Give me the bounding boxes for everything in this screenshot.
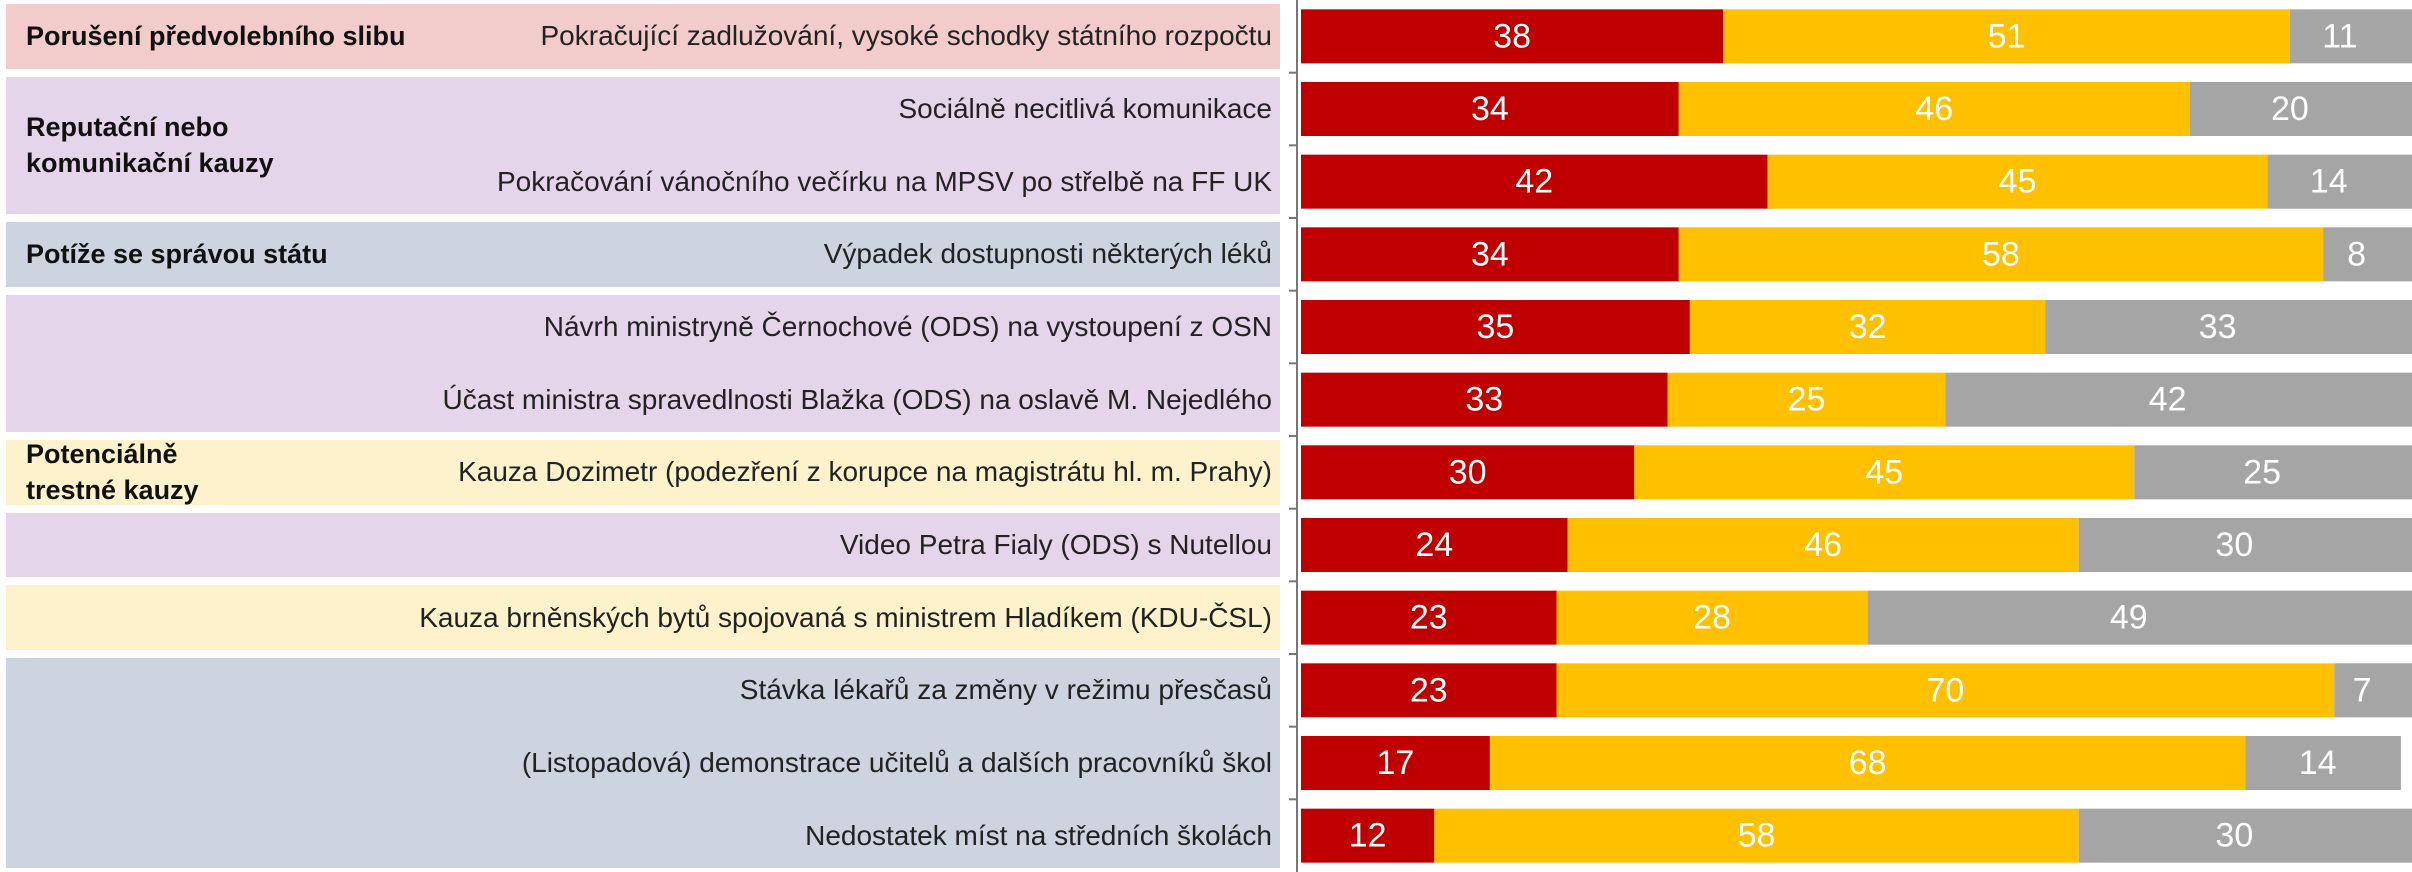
bar-segment: [2267, 154, 2412, 209]
value-label: 34: [1471, 235, 1509, 273]
group-label: Potíže se správou státu: [26, 239, 328, 270]
bar-segment: [1434, 808, 2079, 863]
group-band: [6, 512, 1280, 578]
bar-segment: [1723, 9, 2290, 64]
value-label: 14: [2299, 744, 2337, 782]
category-label: Kauza brněnských bytů spojovaná s minist…: [419, 601, 1272, 633]
value-label: 30: [2215, 817, 2253, 855]
group-label: Reputační nebo komunikační kauzy: [26, 112, 274, 179]
value-label: 23: [1410, 599, 1448, 637]
bar-segment: [1301, 518, 1568, 572]
value-label: 24: [1415, 526, 1453, 564]
value-label: 33: [1465, 381, 1503, 419]
bar-segment: [1301, 227, 1679, 282]
category-label: Stávka lékařů za změny v režimu přesčasů: [739, 674, 1272, 706]
group-band: [6, 658, 1280, 868]
bar-segment: [2289, 9, 2412, 64]
category-label: Pokračování vánočního večírku na MPSV po…: [496, 165, 1272, 197]
bar-segment: [2078, 808, 2412, 863]
value-label: 7: [2353, 671, 2372, 709]
value-label: 25: [1788, 381, 1826, 419]
value-label: 11: [2322, 17, 2357, 55]
value-label: 58: [1738, 817, 1776, 855]
bar-segment: [1301, 590, 1557, 645]
bar-segment: [1301, 300, 1690, 354]
bar-segment: [1301, 808, 1435, 863]
value-label: 35: [1477, 308, 1515, 346]
bar-segment: [2323, 227, 2412, 282]
bar-segment: [1301, 154, 1768, 209]
group-band: [6, 440, 1280, 505]
bar-segment: [1767, 154, 2268, 209]
group-label: Porušení předvolebního slibu: [26, 21, 406, 52]
bar-segment: [1634, 445, 2135, 500]
group-band: [6, 585, 1280, 650]
value-label: 68: [1849, 744, 1887, 782]
value-label: 45: [1865, 453, 1903, 491]
category-label: Kauza Dozimetr (podezření z korupce na m…: [458, 456, 1272, 488]
bar-segment: [1867, 590, 2412, 645]
group-band: [6, 222, 1280, 287]
value-label: 46: [1915, 90, 1953, 128]
value-label: 42: [2149, 381, 2187, 419]
group-band: [6, 4, 1280, 69]
bar-segment: [2134, 445, 2412, 500]
bar-segment: [1301, 82, 1679, 136]
category-label: Účast ministra spravedlnosti Blažka (ODS…: [442, 383, 1272, 415]
bar-segment: [2334, 663, 2412, 718]
value-label: 34: [1471, 90, 1509, 128]
bar-segment: [1678, 82, 2190, 136]
value-label: 51: [1988, 17, 2026, 55]
value-label: 23: [1410, 671, 1448, 709]
value-label: 49: [2110, 599, 2148, 637]
bar-segment: [1301, 736, 1490, 790]
bar-segment: [1678, 227, 2324, 282]
bar-segment: [1489, 736, 2246, 790]
bar-segment: [2045, 300, 2412, 354]
category-label: Výpadek dostupnosti některých léků: [823, 238, 1272, 270]
bar-segment: [1301, 445, 1635, 500]
bar-segment: [1567, 518, 2079, 572]
value-label: 8: [2347, 235, 2366, 273]
group-band: [6, 76, 1280, 214]
value-label: 14: [2310, 163, 2348, 201]
category-label: Sociálně necitlivá komunikace: [898, 92, 1272, 124]
value-label: 70: [1926, 671, 1964, 709]
bar-segment: [2245, 736, 2401, 790]
value-label: 42: [1515, 163, 1553, 201]
value-label: 20: [2271, 90, 2309, 128]
bar-segment: [1945, 372, 2412, 427]
category-label: Návrh ministryně Černochové (ODS) na vys…: [543, 310, 1272, 342]
value-label: 30: [1449, 453, 1487, 491]
value-label: 45: [1999, 163, 2037, 201]
value-label: 38: [1493, 17, 1531, 55]
value-label: 32: [1849, 308, 1887, 346]
category-label: Pokračující zadlužování, vysoké schodky …: [540, 20, 1273, 52]
bar-segment: [1301, 9, 1724, 64]
bar-segment: [1301, 372, 1668, 427]
value-label: 28: [1693, 599, 1731, 637]
category-label: Nedostatek míst na středních školách: [805, 819, 1272, 851]
value-label: 30: [2215, 526, 2253, 564]
value-label: 33: [2199, 308, 2237, 346]
bar-segment: [1556, 663, 2335, 718]
value-label: 12: [1349, 817, 1387, 855]
value-label: 25: [2243, 453, 2281, 491]
group-band: [6, 294, 1280, 432]
value-label: 17: [1377, 744, 1415, 782]
value-label: 46: [1804, 526, 1842, 564]
category-label: Video Petra Fialy (ODS) s Nutellou: [839, 528, 1272, 560]
bar-segment: [1667, 372, 1946, 427]
bar-segment: [1556, 590, 1868, 645]
group-label: Potenciálně trestné kauzy: [26, 439, 199, 506]
bar-segment: [1689, 300, 2046, 354]
bar-segment: [1301, 663, 1557, 718]
bar-segment: [2189, 82, 2412, 136]
category-label: (Listopadová) demonstrace učitelů a dalš…: [521, 746, 1272, 778]
value-label: 58: [1982, 235, 2020, 273]
bar-segment: [2078, 518, 2412, 572]
